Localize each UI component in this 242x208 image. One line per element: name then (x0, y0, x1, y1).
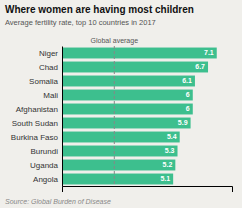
annotation: Global average (91, 37, 139, 45)
y-tick: Chad (39, 63, 62, 72)
x-axis-line (63, 187, 233, 193)
data-label: 6 (186, 105, 190, 112)
y-tick-label: Mali (43, 91, 58, 100)
y-tick: Uganda (30, 161, 62, 170)
y-tick: Burkina Faso (11, 133, 62, 142)
y-tick-label: Somalia (29, 77, 58, 86)
bar (62, 118, 191, 129)
data-label: 6.1 (182, 77, 192, 84)
data-label: 5.2 (163, 161, 173, 168)
y-tick-label: Burundi (30, 147, 58, 156)
bar (62, 62, 208, 73)
plot-area (62, 46, 217, 186)
bar (62, 76, 195, 87)
data-label: 5.1 (160, 175, 170, 182)
data-label: 5.9 (178, 119, 188, 126)
data-label: 5.3 (165, 147, 175, 154)
chart: Where women are having most children Aver… (0, 0, 242, 208)
reference-line (114, 46, 115, 186)
y-tick-label: Chad (39, 63, 58, 72)
y-tick: Mali (43, 91, 62, 100)
y-tick-label: Niger (39, 49, 58, 58)
y-axis-line (62, 47, 63, 187)
bar (62, 90, 193, 101)
source: Source: Global Burden of Disease (5, 198, 111, 205)
y-tick: Somalia (29, 77, 62, 86)
y-tick: Niger (39, 49, 62, 58)
data-label: 6.7 (195, 63, 205, 70)
y-tick-label: Angola (33, 175, 58, 184)
y-tick: Angola (33, 175, 62, 184)
subtitle: Average fertility rate, top 10 countries… (5, 18, 156, 27)
bar (62, 132, 180, 143)
data-label: 6 (186, 91, 190, 98)
y-tick-label: South Sudan (12, 119, 58, 128)
y-tick-label: Burkina Faso (11, 133, 59, 142)
y-tick-label: Afghanistan (16, 105, 58, 114)
data-labels: 7.1 6.76.1 6 6 5.95.4 5.3 5.2 5.1 (160, 49, 213, 182)
y-axis: Niger Chad Somalia Mali Afghanistan South Sud… (11, 47, 63, 187)
y-tick: Burundi (30, 147, 62, 156)
y-tick-label: Uganda (30, 161, 59, 170)
x-axis (63, 187, 233, 193)
bar (62, 160, 175, 171)
bar (62, 174, 173, 185)
y-tick: South Sudan (12, 119, 62, 128)
bar (62, 48, 217, 59)
data-label: 7.1 (204, 49, 214, 56)
y-tick: Afghanistan (16, 105, 62, 114)
title: Where women are having most children (5, 4, 194, 15)
data-label: 5.4 (167, 133, 177, 140)
bar (62, 146, 178, 157)
bar (62, 104, 193, 115)
